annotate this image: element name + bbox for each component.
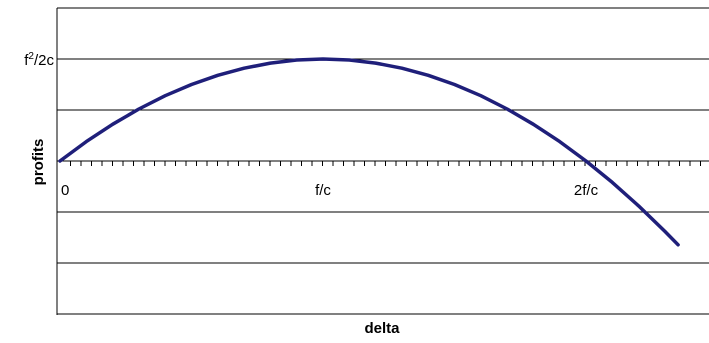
- axes: [56, 8, 709, 315]
- y-tick-label: f2/2c: [24, 51, 54, 69]
- labels: delta profits 0 f/c 2f/c f2/2c: [24, 51, 598, 337]
- x-tick-label: 0: [61, 182, 69, 199]
- y-axis-title: profits: [30, 139, 47, 186]
- series-line-0: [58, 57, 680, 247]
- gridlines: [57, 7, 709, 315]
- x-tick-label: 2f/c: [574, 182, 599, 199]
- x-tick-label: f/c: [315, 182, 331, 199]
- series-layer: [58, 57, 680, 247]
- x-axis-title: delta: [364, 320, 400, 337]
